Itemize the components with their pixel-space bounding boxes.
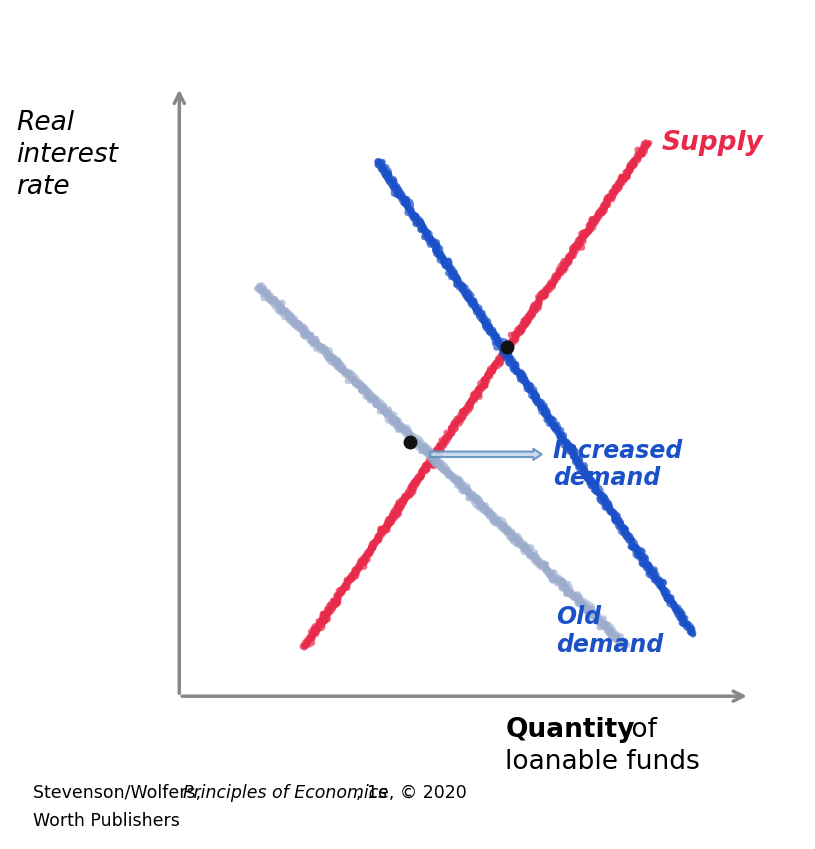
Text: Principles of Economics: Principles of Economics [183,784,388,802]
Text: Stevenson/Wolfers,: Stevenson/Wolfers, [33,784,206,802]
Text: Worth Publishers: Worth Publishers [33,812,179,830]
Text: Increased
demand: Increased demand [553,439,683,491]
Text: Supply: Supply [662,130,763,156]
Text: loanable funds: loanable funds [505,749,700,775]
Text: , 1e, © 2020: , 1e, © 2020 [356,784,467,802]
Text: Quantity: Quantity [505,717,635,744]
Text: Real
interest
rate: Real interest rate [16,110,118,200]
Text: of: of [623,717,658,744]
Text: Old
demand: Old demand [556,605,663,657]
